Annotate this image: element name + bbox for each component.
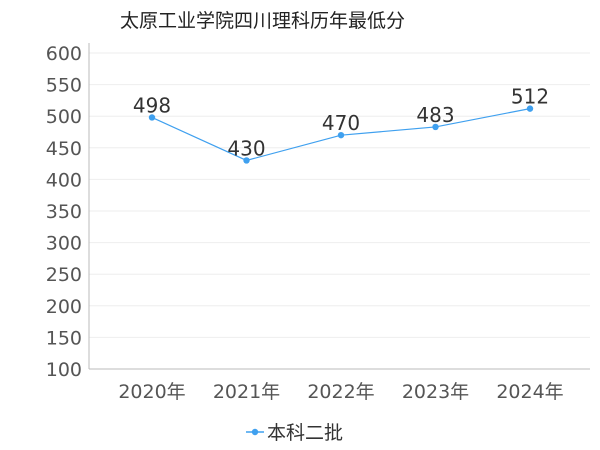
x-tick-label: 2020年 [118, 381, 185, 403]
y-tick-label: 550 [46, 75, 82, 97]
data-label: 498 [133, 93, 171, 117]
y-tick-label: 150 [46, 327, 82, 349]
data-label: 430 [227, 136, 265, 160]
y-tick-label: 450 [46, 138, 82, 160]
y-tick-label: 100 [46, 359, 82, 381]
data-point [526, 105, 534, 112]
x-tick-label: 2023年 [402, 381, 469, 403]
data-label: 512 [511, 85, 549, 109]
data-point [432, 123, 439, 131]
y-tick-label: 400 [46, 169, 82, 191]
data-point [337, 131, 345, 139]
legend-label: 本科二批 [267, 422, 343, 444]
legend-marker [251, 428, 259, 436]
x-tick-label: 2021年 [213, 381, 280, 403]
y-tick-label: 500 [46, 106, 82, 128]
y-tick-label: 600 [46, 43, 82, 65]
x-tick-label: 2024年 [496, 381, 563, 403]
data-point [148, 114, 156, 121]
y-tick-label: 250 [46, 264, 82, 286]
data-point [243, 157, 250, 164]
data-label: 470 [322, 111, 360, 135]
y-tick-label: 350 [46, 201, 82, 223]
y-tick-label: 300 [46, 233, 82, 255]
data-label: 483 [416, 103, 454, 127]
chart-title: 太原工业学院四川理科历年最低分 [120, 10, 406, 32]
y-tick-label: 200 [46, 296, 82, 318]
x-tick-label: 2022年 [307, 381, 374, 403]
